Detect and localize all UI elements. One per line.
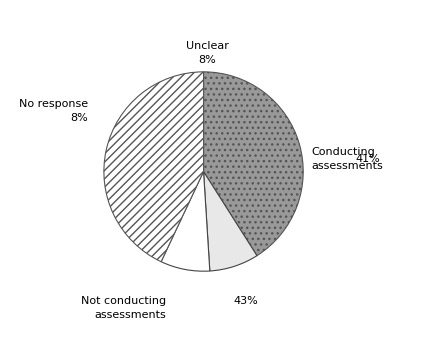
Text: Unclear: Unclear bbox=[186, 41, 229, 51]
Wedge shape bbox=[104, 72, 204, 262]
Text: assessments: assessments bbox=[94, 310, 166, 320]
Wedge shape bbox=[204, 72, 303, 256]
Text: 8%: 8% bbox=[70, 113, 88, 123]
Wedge shape bbox=[161, 172, 210, 271]
Text: 41%: 41% bbox=[355, 154, 380, 163]
Text: 43%: 43% bbox=[233, 296, 258, 306]
Text: Not conducting: Not conducting bbox=[80, 296, 166, 306]
Text: assessments: assessments bbox=[311, 161, 383, 170]
Text: 8%: 8% bbox=[199, 55, 216, 65]
Text: Conducting: Conducting bbox=[311, 146, 375, 157]
Text: No response: No response bbox=[19, 99, 88, 109]
Wedge shape bbox=[204, 172, 257, 271]
